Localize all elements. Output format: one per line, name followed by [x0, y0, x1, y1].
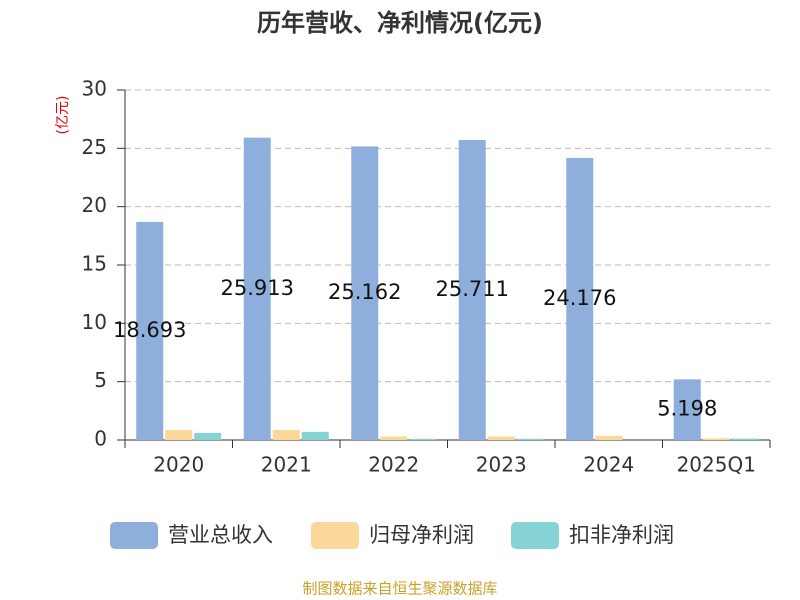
data-label: 25.162: [328, 280, 401, 304]
bar: [516, 438, 544, 440]
bar: [243, 137, 271, 440]
legend-swatch: [511, 522, 559, 549]
x-tick-label: 2021: [261, 453, 312, 477]
chart-title: 历年营收、净利情况(亿元): [257, 9, 543, 37]
x-tick-label: 2024: [583, 453, 634, 477]
data-label: 18.693: [113, 318, 186, 342]
y-tick-label: 30: [82, 77, 107, 101]
x-tick-label: 2025Q1: [677, 453, 756, 477]
y-tick-label: 15: [82, 252, 107, 276]
y-axis-label: (亿元): [55, 96, 71, 135]
x-tick-label: 2023: [476, 453, 527, 477]
bar: [165, 430, 193, 440]
bar: [136, 221, 164, 440]
y-tick-label: 20: [82, 193, 107, 217]
bar: [351, 146, 379, 440]
bar: [301, 431, 329, 440]
legend-label: 营业总收入: [168, 523, 273, 547]
bar: [272, 430, 300, 440]
y-tick-label: 5: [94, 368, 107, 392]
bar: [566, 157, 594, 441]
bar: [673, 379, 701, 440]
legend-label: 扣非净利润: [569, 523, 674, 547]
bar: [194, 433, 222, 440]
legend-swatch: [110, 522, 158, 549]
y-tick-label: 0: [94, 427, 107, 451]
bar: [409, 438, 437, 440]
bar: [731, 438, 759, 440]
data-label: 5.198: [657, 397, 717, 421]
bar: [380, 436, 408, 440]
data-label: 24.176: [543, 286, 616, 310]
bar: [702, 438, 730, 440]
legend-label: 归母净利润: [369, 523, 474, 547]
bar: [487, 436, 515, 440]
bar: [458, 140, 486, 440]
source-note: 制图数据来自恒生聚源数据库: [302, 580, 497, 598]
legend-swatch: [311, 522, 359, 549]
y-tick-label: 25: [82, 135, 107, 159]
x-tick-label: 2020: [153, 453, 204, 477]
data-label: 25.913: [221, 276, 294, 300]
data-label: 25.711: [436, 277, 509, 301]
bar: [595, 435, 623, 440]
y-tick-label: 10: [82, 310, 107, 334]
x-tick-label: 2022: [368, 453, 419, 477]
